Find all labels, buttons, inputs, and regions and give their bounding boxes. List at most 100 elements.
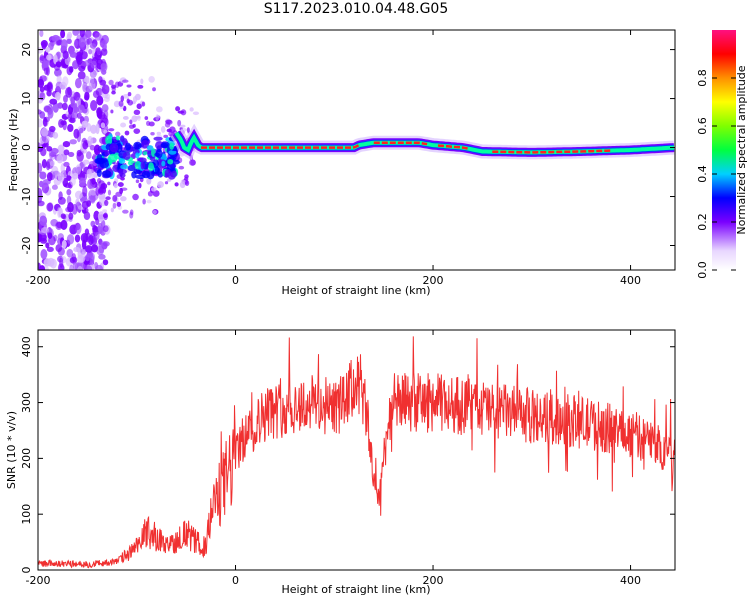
heatmap-cell (45, 46, 51, 53)
heatmap-cell (84, 245, 93, 253)
heatmap-cell (49, 160, 56, 167)
heatmap-cell (89, 254, 95, 266)
heatmap-cell (157, 181, 164, 189)
heatmap-cell (157, 171, 164, 178)
heatmap-cell (69, 139, 77, 145)
heatmap-cell (46, 202, 54, 212)
heatmap-cell (98, 76, 103, 83)
heatmap-cell (51, 184, 58, 190)
heatmap-cell (169, 142, 175, 150)
heatmap-cell (38, 233, 42, 243)
heatmap-cell (107, 181, 111, 186)
spectrogram-heatmap (38, 30, 675, 270)
heatmap-cell (146, 199, 152, 204)
heatmap-cell (74, 190, 83, 200)
heatmap-cell (73, 91, 80, 101)
heatmap-cell (148, 75, 155, 83)
heatmap-cell (148, 162, 155, 172)
heatmap-cell (115, 135, 121, 141)
heatmap-cell (174, 182, 179, 187)
heatmap-cell (60, 213, 66, 219)
heatmap-cell (79, 177, 86, 187)
heatmap-cell (73, 128, 80, 139)
colorbar-tick-label: 0.8 (696, 69, 709, 87)
heatmap-cell (137, 157, 147, 163)
heatmap-cell (52, 131, 59, 139)
heatmap-cell (118, 100, 124, 107)
spectrogram-x-tick-label: 0 (232, 274, 239, 287)
colorbar-tick-label: 0.6 (696, 117, 709, 135)
heatmap-cell (41, 158, 47, 169)
heatmap-cell (83, 211, 91, 221)
heatmap-cell (155, 141, 164, 150)
heatmap-cell (126, 84, 132, 88)
heatmap-cell (46, 54, 52, 61)
heatmap-cell (82, 81, 88, 93)
heatmap-cell (86, 168, 92, 179)
heatmap-cell (53, 54, 58, 65)
heatmap-cell (112, 202, 117, 209)
heatmap-cell (101, 84, 110, 95)
colorbar (712, 30, 736, 270)
heatmap-cell (58, 191, 63, 201)
heatmap-cell (85, 151, 92, 160)
heatmap-cell (168, 150, 177, 155)
heatmap-cell (72, 61, 79, 70)
heatmap-cell (48, 125, 56, 133)
heatmap-cell (138, 182, 142, 189)
heatmap-cell (142, 198, 146, 205)
heatmap-cell (122, 209, 129, 214)
heatmap-cell (109, 143, 119, 153)
spectrogram-x-tick-label: -200 (26, 274, 51, 287)
heatmap-cell (84, 91, 90, 101)
heatmap-cell (137, 115, 141, 121)
heatmap-cell (89, 187, 98, 196)
heatmap-cell (70, 102, 78, 108)
heatmap-cell (172, 159, 180, 165)
heatmap-cell (113, 183, 118, 189)
heatmap-cell (38, 180, 44, 188)
heatmap-cell (57, 247, 65, 256)
heatmap-cell (100, 48, 108, 56)
heatmap-cell (164, 173, 169, 178)
snr-y-tick-label: 200 (20, 448, 33, 469)
heatmap-cell (74, 234, 81, 243)
heatmap-cell (105, 93, 111, 100)
heatmap-cell (150, 132, 155, 136)
heatmap-cell (66, 66, 73, 76)
heatmap-cell (141, 170, 151, 179)
heatmap-cell (47, 108, 54, 119)
heatmap-cell (116, 201, 122, 207)
heatmap-cell (113, 100, 121, 108)
heatmap-cell (89, 144, 96, 151)
heatmap-cell (184, 180, 190, 187)
heatmap-cell (38, 200, 45, 207)
heatmap-cell (161, 160, 166, 167)
heatmap-cell (141, 139, 150, 149)
heatmap-cell (95, 123, 100, 135)
heatmap-cell (67, 201, 74, 213)
heatmap-cell (96, 169, 102, 177)
heatmap-cell (102, 225, 109, 233)
heatmap-cell (76, 112, 82, 119)
heatmap-cell (39, 238, 48, 244)
snr-frame (37, 329, 676, 571)
heatmap-cell (127, 165, 136, 172)
heatmap-cell (56, 154, 64, 164)
snr-series-line (38, 336, 675, 569)
heatmap-cell (154, 165, 160, 175)
heatmap-cell (135, 179, 140, 184)
heatmap-cell (108, 128, 115, 132)
heatmap-cell (129, 209, 134, 216)
heatmap-cell (45, 242, 50, 249)
heatmap-cell (136, 103, 142, 110)
heatmap-cell (38, 162, 43, 174)
heatmap-cell (108, 79, 114, 86)
heatmap-cell (100, 241, 109, 248)
heatmap-cell (192, 111, 200, 116)
heatmap-cell (60, 219, 68, 230)
heatmap-cell (55, 61, 62, 68)
heatmap-cell (55, 221, 63, 230)
heatmap-cell (131, 171, 137, 179)
